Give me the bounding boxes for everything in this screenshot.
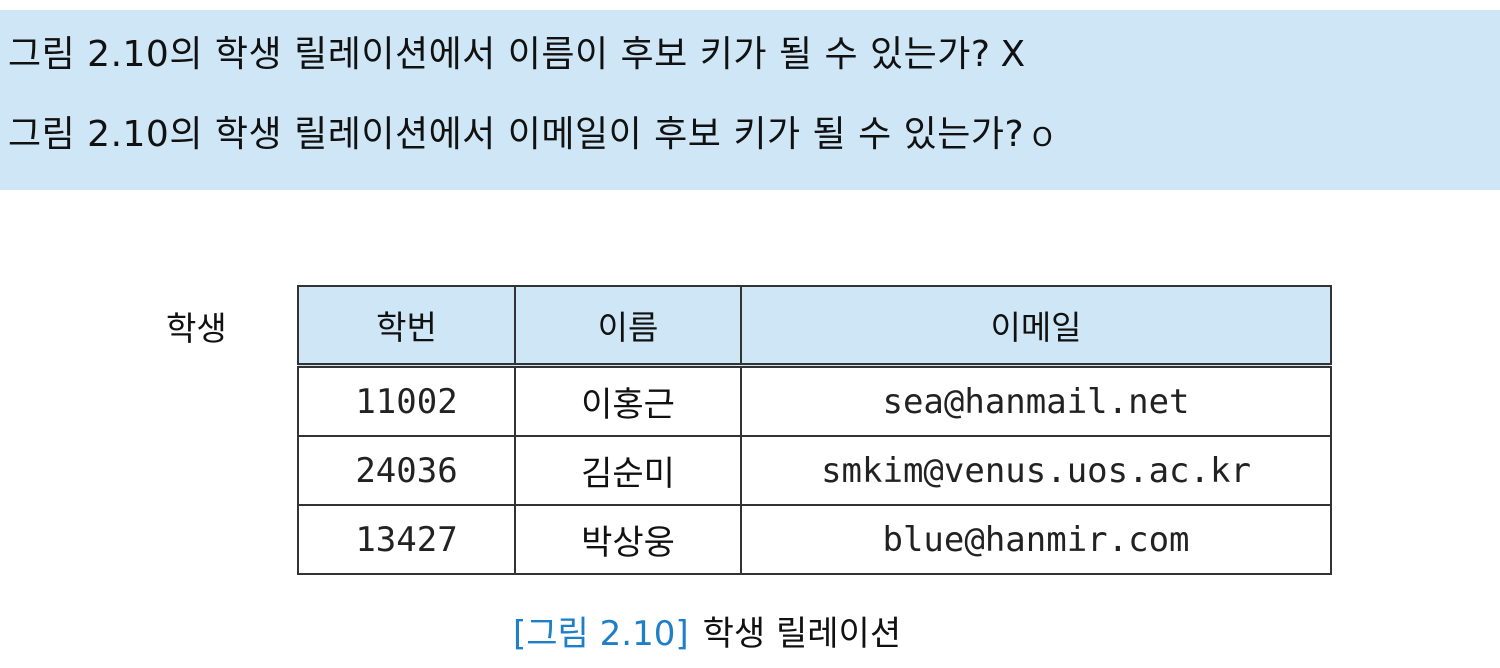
question-box: 그림 2.10의 학생 릴레이션에서 이름이 후보 키가 될 수 있는가? X 그… (0, 10, 1500, 190)
cell-student-id: 24036 (297, 435, 516, 506)
table-row: 24036 김순미 smkim@venus.uos.ac.kr (297, 435, 1332, 506)
question-1-text: 그림 2.10의 학생 릴레이션에서 이름이 후보 키가 될 수 있는가? (8, 34, 991, 75)
header-name: 이름 (514, 285, 742, 368)
caption-number: [그림 2.10] (513, 614, 689, 654)
figure-caption: [그림 2.10] 학생 릴레이션 (513, 612, 901, 656)
question-2: 그림 2.10의 학생 릴레이션에서 이메일이 후보 키가 될 수 있는가? O (8, 113, 1053, 160)
cell-student-id: 11002 (297, 364, 516, 437)
header-email: 이메일 (740, 285, 1332, 368)
cell-email: smkim@venus.uos.ac.kr (740, 435, 1332, 506)
question-2-text: 그림 2.10의 학생 릴레이션에서 이메일이 후보 키가 될 수 있는가? (8, 114, 1025, 155)
table-row: 13427 박상웅 blue@hanmir.com (297, 504, 1332, 575)
cell-email: blue@hanmir.com (740, 504, 1332, 575)
table-header-row: 학번 이름 이메일 (297, 285, 1332, 368)
cell-student-id: 13427 (297, 504, 516, 575)
cell-name: 김순미 (514, 435, 742, 506)
table-row: 11002 이홍근 sea@hanmail.net (297, 364, 1332, 437)
relation-label: 학생 (166, 309, 227, 348)
cell-name: 이홍근 (514, 364, 742, 437)
caption-title: 학생 릴레이션 (702, 614, 902, 654)
question-1: 그림 2.10의 학생 릴레이션에서 이름이 후보 키가 될 수 있는가? X (8, 33, 1026, 77)
cell-name: 박상웅 (514, 504, 742, 575)
cell-email: sea@hanmail.net (740, 364, 1332, 437)
student-relation-table: 학번 이름 이메일 11002 이홍근 sea@hanmail.net 2403… (297, 285, 1332, 575)
answer-mark-o: O (1032, 123, 1054, 153)
header-student-id: 학번 (297, 285, 516, 368)
answer-mark-x: X (1000, 34, 1026, 75)
